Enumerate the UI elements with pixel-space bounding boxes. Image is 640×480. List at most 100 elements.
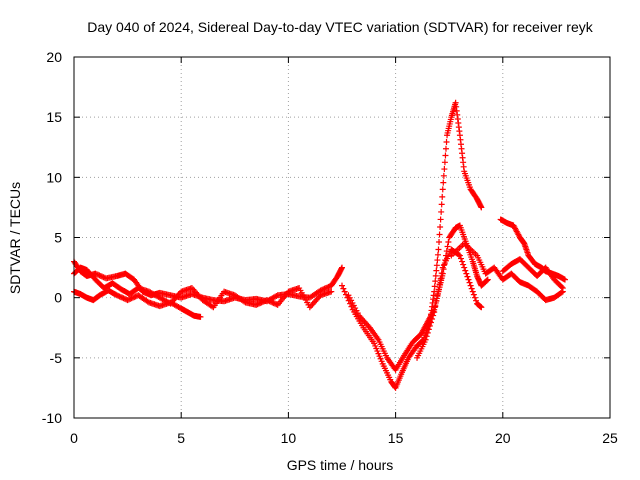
data-point bbox=[96, 272, 103, 279]
data-point bbox=[426, 322, 433, 329]
data-point bbox=[430, 312, 437, 319]
data-point bbox=[97, 273, 104, 280]
data-point bbox=[465, 276, 472, 283]
y-tick-label: 5 bbox=[54, 230, 62, 246]
data-point bbox=[209, 303, 216, 310]
series-track-b bbox=[71, 264, 335, 311]
data-point bbox=[434, 257, 441, 264]
x-axis-ticks: 0 5 10 15 20 25 bbox=[70, 57, 618, 446]
data-point bbox=[435, 286, 442, 293]
data-point bbox=[320, 286, 327, 293]
y-tick-label: 0 bbox=[54, 290, 62, 306]
data-point bbox=[341, 288, 348, 295]
data-point bbox=[431, 283, 438, 290]
data-point bbox=[437, 216, 444, 223]
data-point bbox=[441, 159, 448, 166]
data-point bbox=[440, 172, 447, 179]
data-point bbox=[116, 293, 123, 300]
x-tick-label: 5 bbox=[177, 430, 185, 446]
data-point bbox=[434, 251, 441, 258]
data-point bbox=[436, 239, 443, 246]
data-point bbox=[470, 291, 477, 298]
data-point bbox=[461, 264, 468, 271]
data-point bbox=[561, 276, 568, 283]
data-point bbox=[254, 301, 261, 308]
data-point bbox=[95, 271, 102, 278]
data-point bbox=[432, 278, 439, 285]
data-point bbox=[93, 271, 100, 278]
data-point bbox=[558, 289, 565, 296]
y-tick-label: 10 bbox=[46, 169, 62, 185]
data-point bbox=[113, 292, 120, 299]
data-point bbox=[423, 333, 430, 340]
data-point bbox=[197, 313, 204, 320]
data-point bbox=[119, 294, 126, 301]
data-point bbox=[144, 298, 151, 305]
data-point bbox=[432, 303, 439, 310]
data-point bbox=[432, 272, 439, 279]
data-point bbox=[456, 252, 463, 259]
data-point bbox=[121, 295, 128, 302]
data-point bbox=[433, 267, 440, 274]
data-point bbox=[255, 300, 262, 307]
data-point bbox=[129, 294, 136, 301]
data-point bbox=[471, 294, 478, 301]
x-tick-label: 25 bbox=[602, 430, 618, 446]
data-point bbox=[424, 329, 431, 336]
data-point bbox=[438, 208, 445, 215]
data-point bbox=[117, 294, 124, 301]
data-point bbox=[464, 273, 471, 280]
data-point bbox=[266, 298, 273, 305]
y-tick-label: 20 bbox=[46, 49, 62, 65]
data-point bbox=[425, 326, 432, 333]
data-point bbox=[437, 223, 444, 230]
data-point bbox=[124, 297, 131, 304]
data-point bbox=[459, 258, 466, 265]
data-point bbox=[438, 201, 445, 208]
chart-title: Day 040 of 2024, Sidereal Day-to-day VTE… bbox=[87, 19, 593, 35]
y-tick-label: -5 bbox=[50, 350, 63, 366]
data-point bbox=[259, 298, 266, 305]
x-tick-label: 10 bbox=[281, 430, 297, 446]
data-point bbox=[435, 246, 442, 253]
data-point bbox=[325, 283, 332, 290]
data-point bbox=[263, 297, 270, 304]
data-point bbox=[558, 283, 565, 290]
data-point bbox=[469, 288, 476, 295]
data-point bbox=[483, 277, 490, 284]
y-axis-label: SDTVAR / TECUs bbox=[7, 182, 23, 294]
data-point bbox=[460, 261, 467, 268]
data-point bbox=[125, 296, 132, 303]
data-point bbox=[261, 298, 268, 305]
x-tick-label: 20 bbox=[495, 430, 511, 446]
x-tick-label: 15 bbox=[388, 430, 404, 446]
data-point bbox=[324, 284, 331, 291]
data-point bbox=[241, 298, 248, 305]
data-point bbox=[270, 300, 277, 307]
data-point bbox=[443, 138, 450, 145]
data-points bbox=[71, 99, 568, 391]
data-point bbox=[265, 297, 272, 304]
series-track-e bbox=[345, 222, 491, 373]
data-point bbox=[442, 145, 449, 152]
y-tick-label: 15 bbox=[46, 109, 62, 125]
data-point bbox=[321, 285, 328, 292]
data-point bbox=[473, 297, 479, 304]
series-track-g bbox=[448, 240, 566, 304]
data-point bbox=[455, 251, 462, 258]
data-point bbox=[559, 285, 566, 292]
data-point bbox=[99, 273, 106, 280]
data-point bbox=[115, 292, 122, 299]
data-point bbox=[433, 262, 440, 269]
data-point bbox=[269, 299, 276, 306]
data-point bbox=[92, 270, 99, 277]
series-track-i bbox=[499, 256, 566, 292]
data-point bbox=[466, 279, 473, 286]
data-point bbox=[131, 294, 138, 301]
data-point bbox=[258, 299, 265, 306]
data-point bbox=[257, 300, 264, 307]
data-point bbox=[340, 285, 347, 292]
grid bbox=[74, 57, 610, 418]
data-point bbox=[478, 304, 485, 311]
series-track-c bbox=[71, 287, 204, 320]
